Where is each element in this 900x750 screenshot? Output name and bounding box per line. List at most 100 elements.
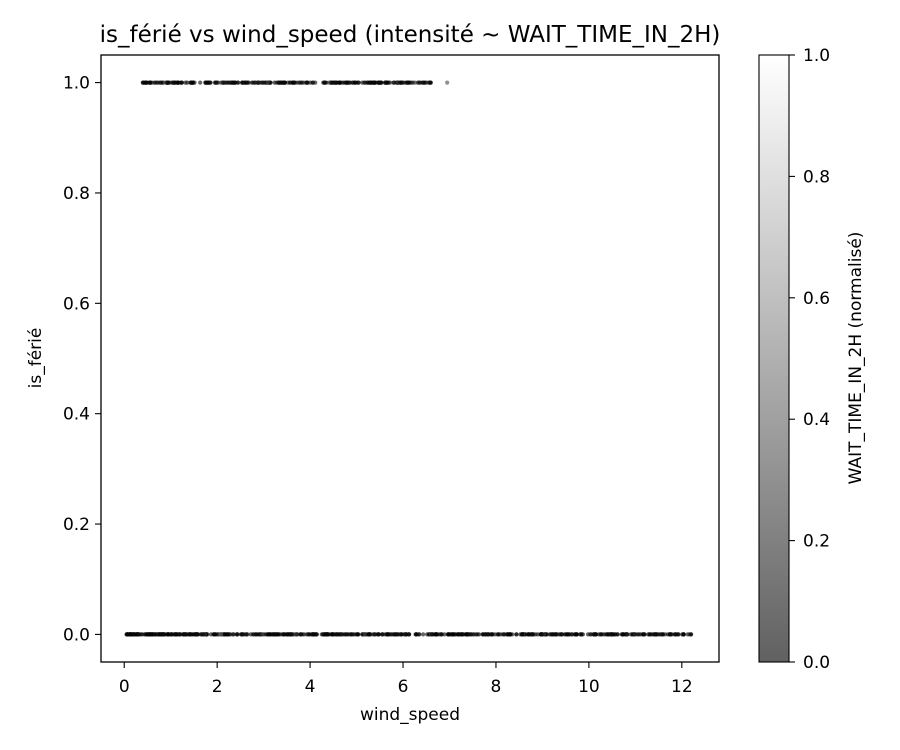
scatter-point — [689, 632, 694, 637]
scatter-point — [191, 80, 196, 85]
scatter-point — [298, 632, 303, 637]
scatter-point — [394, 632, 399, 637]
scatter-point — [199, 632, 204, 637]
scatter-point — [148, 632, 153, 637]
scatter-point — [225, 632, 230, 637]
scatter-point — [188, 632, 193, 637]
scatter-point — [599, 632, 604, 637]
scatter-point — [496, 632, 501, 637]
plot-frame — [100, 54, 720, 663]
scatter-point — [260, 632, 265, 637]
colorbar-tick-label: 0.6 — [803, 289, 830, 309]
x-tick-label: 12 — [671, 677, 693, 697]
scatter-point — [158, 80, 163, 85]
y-tick-label: 0.2 — [63, 515, 90, 535]
scatter-point — [519, 632, 524, 637]
scatter-point — [539, 632, 544, 637]
scatter-point — [368, 80, 373, 85]
scatter-point — [389, 632, 394, 637]
scatter-point — [489, 632, 494, 637]
scatter-point — [319, 632, 324, 637]
scatter-point — [233, 80, 238, 85]
y-tick-label: 0.4 — [63, 405, 90, 425]
scatter-point — [349, 632, 354, 637]
scatter-point — [175, 80, 180, 85]
scatter-point — [304, 80, 309, 85]
scatter-point — [272, 80, 277, 85]
colorbar-ticks: 0.0 0.2 0.4 0.6 0.8 1.0 — [789, 46, 830, 673]
scatter-point — [429, 632, 434, 637]
scatter-point — [417, 80, 422, 85]
scatter-point — [363, 80, 368, 85]
scatter-point — [249, 80, 255, 85]
scatter-point — [610, 632, 616, 637]
scatter-point — [436, 632, 442, 637]
scatter-point — [445, 632, 451, 637]
scatter-point — [467, 632, 472, 637]
scatter-point — [286, 632, 291, 637]
x-tick-label: 4 — [305, 677, 316, 697]
scatter-point — [154, 80, 159, 85]
x-tick-label: 8 — [491, 677, 502, 697]
scatter-point — [152, 632, 157, 637]
scatter-point — [570, 632, 575, 637]
scatter-point — [128, 632, 134, 637]
scatter-point — [456, 632, 461, 637]
scatter-point — [337, 632, 342, 637]
scatter-point — [414, 632, 419, 637]
scatter-point — [179, 80, 185, 85]
scatter-point — [219, 80, 224, 85]
scatter-point — [293, 632, 298, 637]
scatter-point — [352, 80, 357, 85]
scatter-point — [460, 632, 466, 637]
scatter-point — [234, 632, 239, 637]
scatter-point — [265, 80, 270, 85]
scatter-point — [324, 80, 329, 85]
scatter-point — [360, 80, 365, 85]
scatter-point — [183, 80, 188, 85]
scatter-point — [371, 632, 376, 637]
scatter-point — [345, 632, 350, 637]
scatter-point — [165, 80, 170, 85]
x-tick-label: 2 — [212, 677, 223, 697]
colorbar-tick-label: 0.4 — [803, 410, 830, 430]
scatter-point — [254, 632, 260, 637]
scatter-point — [330, 80, 335, 85]
scatter-points — [124, 80, 694, 637]
scatter-point — [647, 632, 652, 637]
scatter-point — [410, 80, 415, 85]
scatter-point — [433, 632, 438, 637]
y-tick-label: 0.0 — [63, 625, 90, 645]
scatter-point — [379, 80, 384, 85]
scatter-point — [556, 632, 562, 637]
scatter-point — [445, 80, 450, 85]
scatter-point — [507, 632, 513, 637]
scatter-point — [280, 80, 286, 85]
scatter-point — [160, 632, 165, 637]
colorbar-tick-label: 1.0 — [803, 46, 830, 66]
scatter-point — [356, 80, 361, 85]
scatter-point — [428, 80, 434, 85]
scatter-point — [652, 632, 658, 637]
scatter-point — [374, 80, 379, 85]
scatter-point — [327, 80, 332, 85]
y-axis-label: is_férié — [26, 328, 46, 389]
scatter-point — [330, 632, 335, 637]
scatter-point — [228, 80, 233, 85]
scatter-point — [425, 632, 430, 637]
scatter-point — [168, 632, 173, 637]
y-tick-label: 1.0 — [63, 74, 90, 94]
scatter-point — [549, 632, 555, 637]
scatter-point — [477, 632, 482, 637]
y-axis-ticks: 0.0 0.2 0.4 0.6 0.8 1.0 — [63, 74, 101, 645]
scatter-point — [631, 632, 636, 637]
scatter-point — [658, 632, 664, 637]
scatter-point — [485, 632, 490, 637]
scatter-point — [559, 632, 565, 637]
scatter-point — [246, 80, 251, 85]
scatter-point — [314, 632, 320, 637]
colorbar-tick-label: 0.0 — [803, 653, 830, 673]
colorbar-label: WAIT_TIME_IN_2H (normalisé) — [846, 232, 866, 485]
scatter-point — [244, 632, 249, 637]
